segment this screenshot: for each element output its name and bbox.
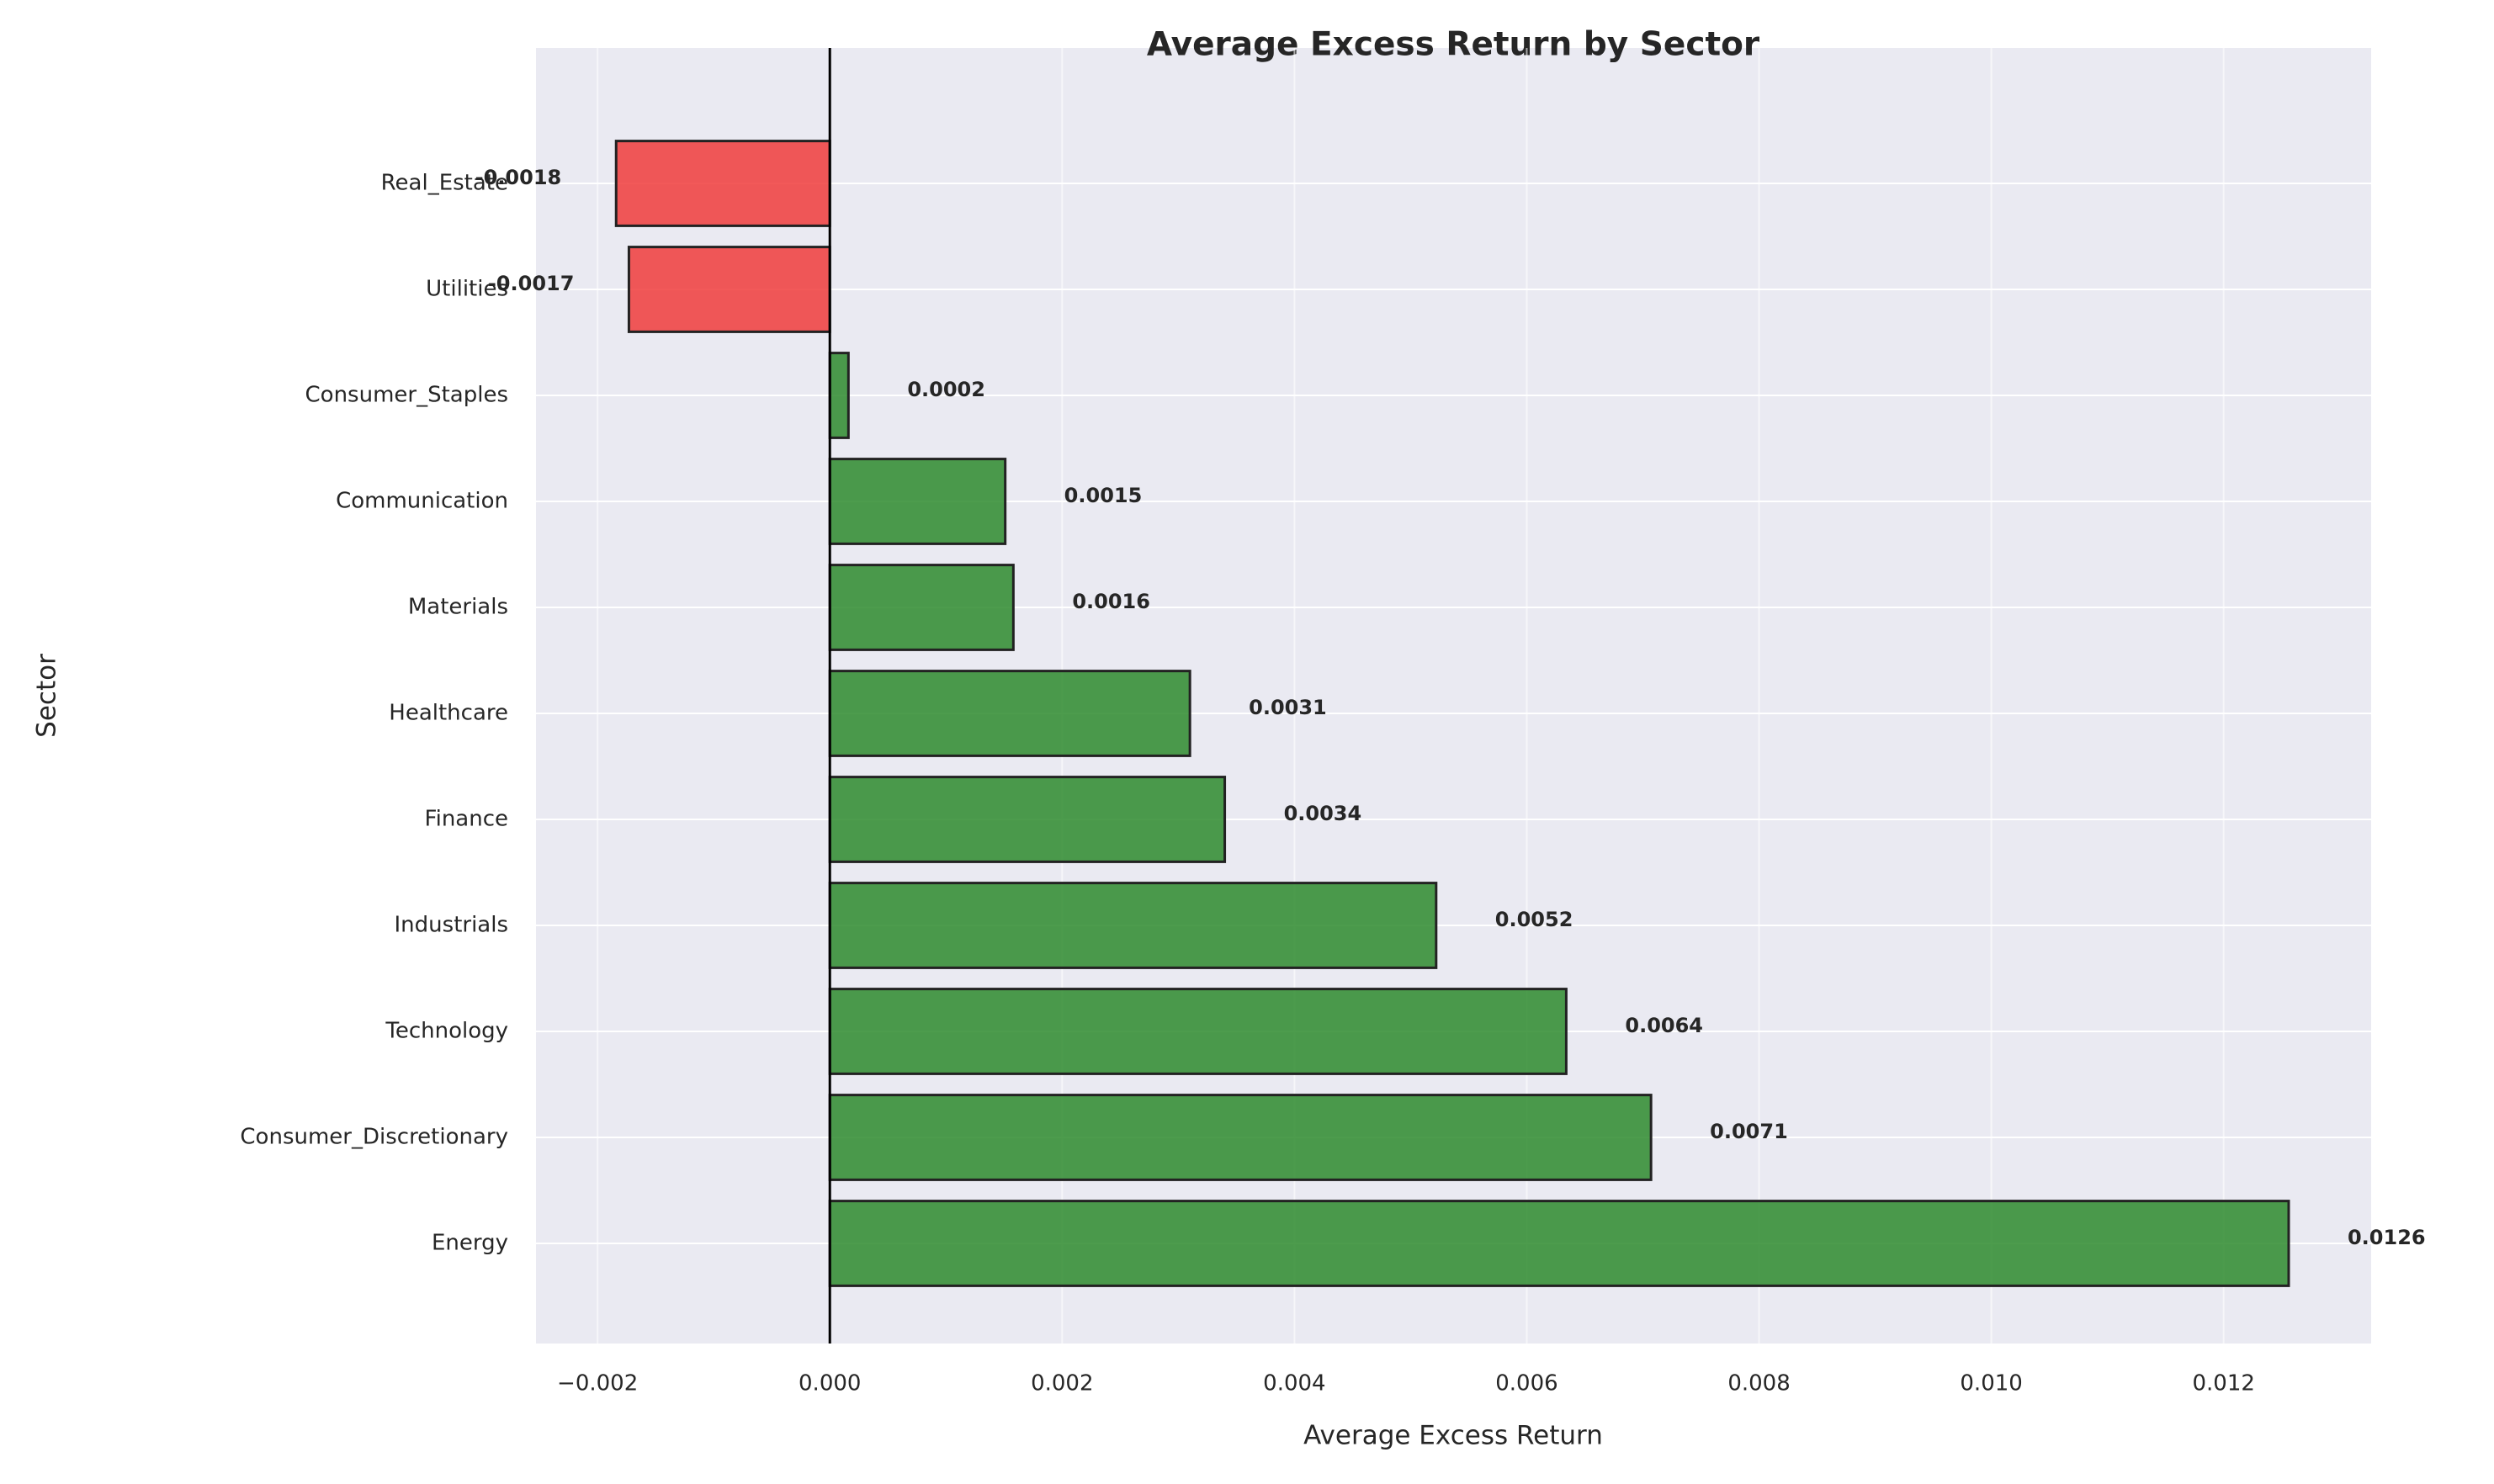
x-tick-label: 0.004 <box>1263 1371 1325 1397</box>
bar <box>614 140 831 227</box>
value-label: -0.0018 <box>475 166 562 189</box>
bar <box>828 1200 2290 1287</box>
bar <box>627 246 831 333</box>
value-label: 0.0071 <box>1710 1120 1788 1143</box>
bar <box>828 458 1007 545</box>
value-label: 0.0016 <box>1072 590 1150 613</box>
value-label: 0.0126 <box>2348 1226 2426 1249</box>
y-tick-label: Materials <box>408 595 508 620</box>
value-label: 0.0064 <box>1625 1014 1703 1037</box>
y-tick-label: Communication <box>336 489 508 514</box>
bar <box>828 882 1438 969</box>
x-axis-label: Average Excess Return <box>1303 1421 1603 1451</box>
x-tick-label: 0.012 <box>2192 1371 2254 1397</box>
y-tick-label: Energy <box>432 1231 508 1256</box>
value-label: 0.0015 <box>1064 484 1143 507</box>
value-label: 0.0031 <box>1249 696 1327 719</box>
x-tick-label: 0.000 <box>799 1371 861 1397</box>
y-tick-label: Real_Estate <box>381 171 508 196</box>
x-tick-label: 0.008 <box>1727 1371 1790 1397</box>
bar <box>828 352 850 439</box>
value-label: 0.0002 <box>907 378 985 401</box>
y-tick-label: Utilities <box>426 277 508 302</box>
value-label: 0.0052 <box>1495 908 1573 931</box>
value-label: 0.0034 <box>1284 802 1362 825</box>
bar <box>828 564 1015 651</box>
x-tick-label: 0.010 <box>1960 1371 2022 1397</box>
y-tick-label: Consumer_Staples <box>305 383 508 408</box>
bar <box>828 776 1227 863</box>
chart-title: Average Excess Return by Sector <box>1147 26 1760 64</box>
y-tick-label: Technology <box>385 1019 508 1044</box>
x-tick-label: −0.002 <box>557 1371 638 1397</box>
y-tick-label: Finance <box>425 807 508 832</box>
y-tick-label: Industrials <box>395 913 508 938</box>
y-tick-label: Healthcare <box>389 701 508 726</box>
x-tick-label: 0.002 <box>1031 1371 1093 1397</box>
bar <box>828 1094 1653 1181</box>
y-tick-label: Consumer_Discretionary <box>240 1125 508 1150</box>
value-label: -0.0017 <box>488 272 575 295</box>
bar <box>828 670 1191 757</box>
bar <box>828 988 1568 1075</box>
x-tick-label: 0.006 <box>1495 1371 1557 1397</box>
y-axis-label: Sector <box>32 654 62 738</box>
